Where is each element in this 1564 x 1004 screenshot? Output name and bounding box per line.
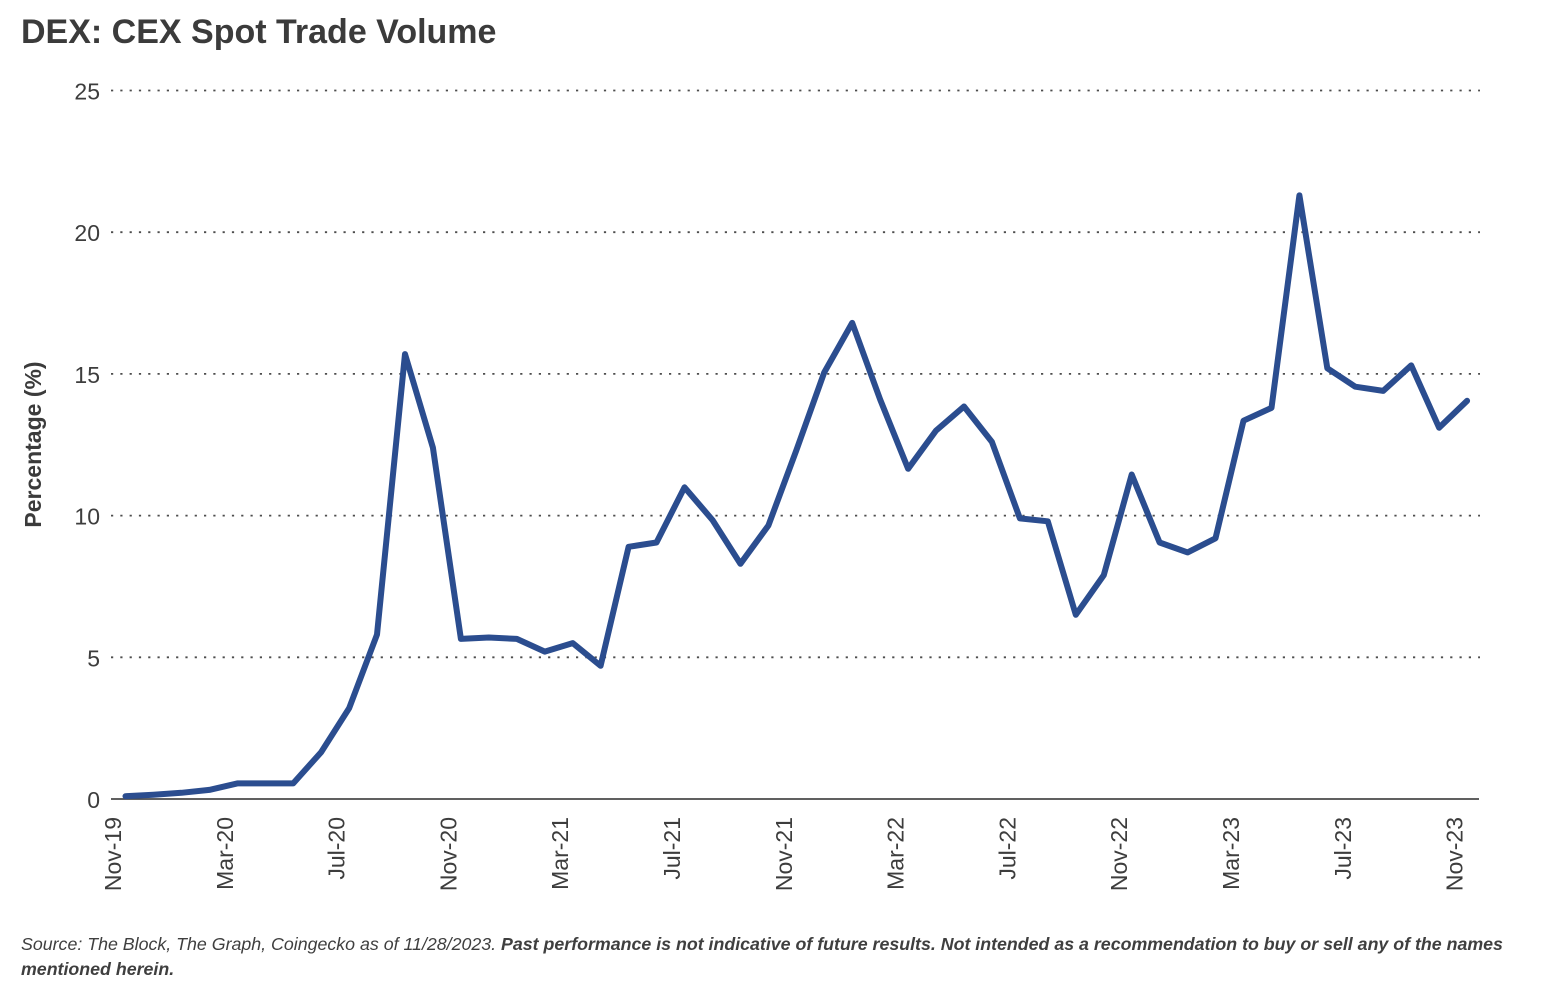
svg-text:15: 15 — [74, 362, 100, 388]
svg-text:5: 5 — [87, 645, 100, 671]
svg-text:20: 20 — [74, 220, 100, 246]
svg-text:Nov-21: Nov-21 — [771, 817, 797, 891]
svg-text:Jul-20: Jul-20 — [324, 817, 350, 880]
svg-text:Nov-23: Nov-23 — [1442, 817, 1468, 891]
svg-text:Jul-23: Jul-23 — [1330, 817, 1356, 880]
svg-text:Mar-23: Mar-23 — [1218, 817, 1244, 890]
svg-text:10: 10 — [74, 504, 100, 530]
svg-text:Jul-21: Jul-21 — [659, 817, 685, 880]
svg-text:25: 25 — [74, 79, 100, 105]
svg-text:Percentage (%): Percentage (%) — [20, 361, 46, 527]
svg-text:Nov-22: Nov-22 — [1106, 817, 1132, 891]
svg-text:Jul-22: Jul-22 — [994, 817, 1020, 880]
svg-text:Mar-21: Mar-21 — [547, 817, 573, 890]
svg-text:Mar-20: Mar-20 — [212, 817, 238, 890]
svg-text:Nov-19: Nov-19 — [100, 817, 126, 891]
svg-text:0: 0 — [87, 787, 100, 813]
svg-text:Nov-20: Nov-20 — [435, 817, 461, 891]
svg-text:Mar-22: Mar-22 — [883, 817, 909, 890]
